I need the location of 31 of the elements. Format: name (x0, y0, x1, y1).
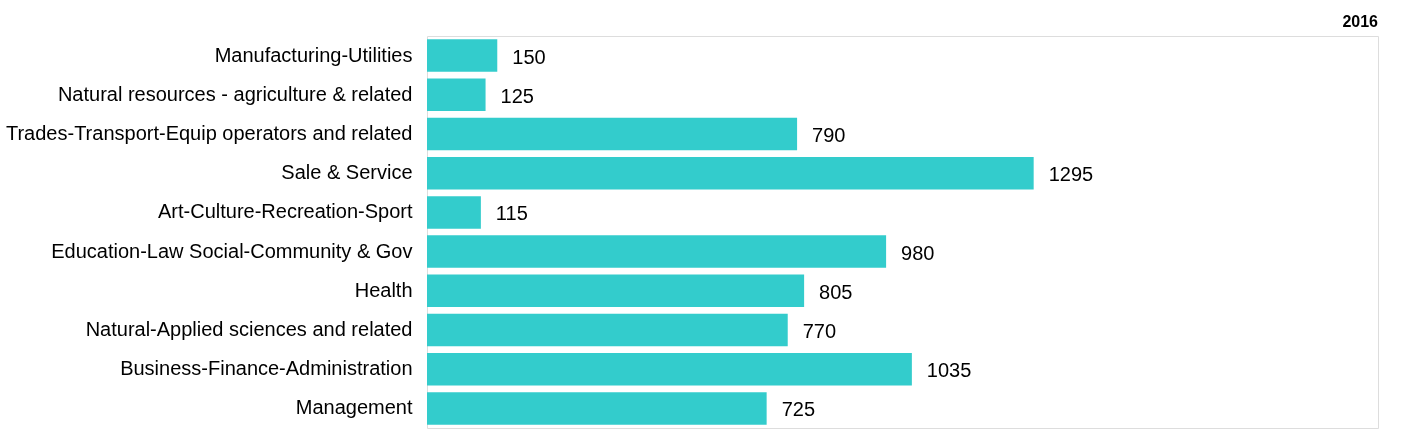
data-label: 1035 (926, 359, 972, 382)
data-label: 115 (495, 202, 528, 225)
bar (427, 196, 481, 229)
data-label: 1295 (1048, 163, 1094, 186)
bar (427, 39, 498, 72)
bar (427, 352, 912, 386)
bar (427, 117, 798, 151)
chart-title: 2016 (1342, 13, 1379, 30)
y-tick-label: Natural-Applied sciences and related (85, 318, 413, 340)
bar (427, 274, 805, 308)
data-label: 805 (819, 280, 853, 303)
y-tick-label: Natural resources - agriculture & related (57, 82, 413, 105)
y-tick-label: Health (354, 278, 413, 301)
data-label: 725 (781, 398, 816, 421)
data-label: 770 (802, 320, 837, 342)
bar (427, 392, 767, 425)
bar (427, 235, 887, 268)
bar (427, 78, 486, 112)
data-label: 150 (512, 45, 546, 68)
y-tick-label: Trades-Transport-Equip operators and related (5, 122, 413, 144)
bar (427, 156, 1034, 190)
data-label: 790 (812, 124, 846, 146)
bar (427, 313, 788, 347)
y-tick-label: Business-Finance-Administration (120, 357, 413, 380)
y-tick-label: Sale & Service (281, 161, 413, 184)
data-label: 980 (901, 241, 935, 264)
y-tick-label: Manufacturing-Utilities (214, 43, 413, 66)
y-tick-label: Art-Culture-Recreation-Sport (157, 200, 413, 223)
y-tick-label: Management (295, 396, 413, 419)
data-label: 125 (500, 84, 534, 107)
y-tick-label: Education-Law Social-Community & Gov (51, 239, 413, 262)
